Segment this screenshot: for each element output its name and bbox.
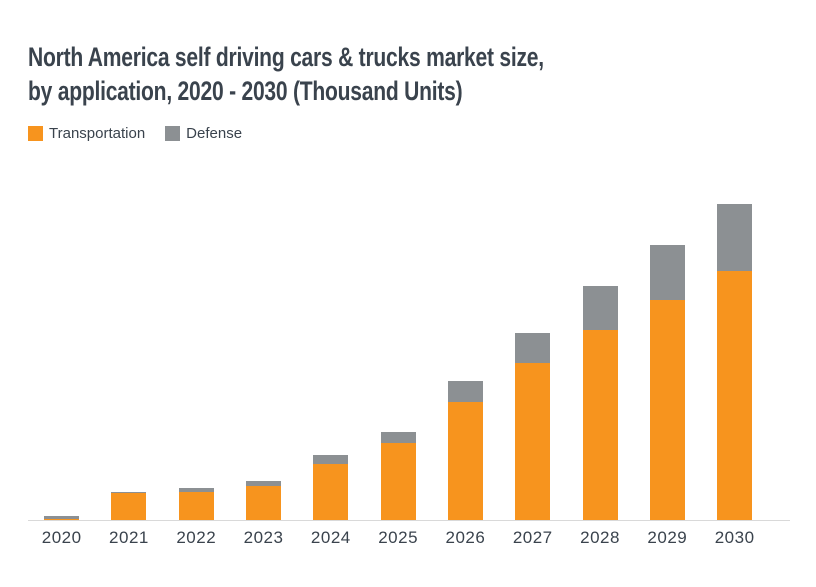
bar-stack-2026 <box>447 381 483 520</box>
bar-stack-2029 <box>649 245 685 520</box>
x-tick-label-2024: 2024 <box>310 528 351 547</box>
bar-segment-transportation-2028 <box>582 330 618 520</box>
bar-segment-defense-2025 <box>380 432 416 443</box>
x-tick-label-2020: 2020 <box>41 528 82 547</box>
bar-segment-transportation-2023 <box>246 486 282 520</box>
bar-stack-2025 <box>380 432 416 520</box>
x-tick-label-2029: 2029 <box>647 528 688 547</box>
bar-segment-transportation-2022 <box>178 492 214 520</box>
x-tick-label-2025: 2025 <box>378 528 419 547</box>
bar-column-2021 <box>95 492 162 520</box>
transportation-swatch-icon <box>28 126 43 141</box>
chart-title: North America self driving cars & trucks… <box>28 40 544 108</box>
bar-stack-2023 <box>246 481 282 520</box>
legend-label-transportation: Transportation <box>49 125 146 142</box>
bar-segment-transportation-2021 <box>111 493 147 520</box>
x-tick-label-2021: 2021 <box>109 528 149 547</box>
bar-column-2029 <box>634 245 701 520</box>
legend-item-defense: Defense <box>165 125 242 142</box>
bar-segment-defense-2030 <box>717 204 753 271</box>
bar-stack-2022 <box>178 488 214 520</box>
bar-column-2028 <box>566 286 633 520</box>
bar-column-2025 <box>364 432 431 520</box>
legend: Transportation Defense <box>28 125 242 142</box>
bar-segment-defense-2021 <box>111 492 147 493</box>
bar-stack-2030 <box>717 204 753 520</box>
x-tick-label-2028: 2028 <box>580 528 620 547</box>
legend-label-defense: Defense <box>186 125 243 142</box>
bar-column-2030 <box>701 204 768 520</box>
bar-segment-defense-2027 <box>515 333 551 363</box>
x-axis-labels: 2020 2021 2022 2023 2024 2025 2026 2027 2028 2029… <box>28 528 790 548</box>
bar-segment-transportation-2030 <box>717 271 753 520</box>
bar-segment-defense-2024 <box>313 455 349 464</box>
legend-item-transportation: Transportation <box>28 125 145 142</box>
x-tick-label-2022: 2022 <box>176 528 217 547</box>
bar-segment-defense-2023 <box>246 481 282 486</box>
x-tick-label-2027: 2027 <box>512 528 553 547</box>
bar-segment-transportation-2024 <box>313 464 349 520</box>
chart-title-line-2: by application, 2020 - 2030 (Thousand Un… <box>28 76 463 106</box>
bar-segment-transportation-2025 <box>380 443 416 520</box>
bar-column-2024 <box>297 455 364 520</box>
bar-segment-transportation-2026 <box>447 402 483 520</box>
bar-segment-transportation-2020 <box>44 519 80 520</box>
bar-stack-2027 <box>515 333 551 520</box>
bar-column-2026 <box>432 381 499 520</box>
bar-segment-defense-2029 <box>649 245 685 300</box>
bar-segment-transportation-2027 <box>515 363 551 520</box>
bar-segment-transportation-2029 <box>649 300 685 520</box>
bar-stack-2020 <box>44 516 80 520</box>
bar-segment-defense-2028 <box>582 286 618 330</box>
x-tick-label-2023: 2023 <box>243 528 284 547</box>
x-tick-label-2030: 2030 <box>714 528 755 547</box>
x-tick-label-2026: 2026 <box>445 528 486 547</box>
bar-stack-2028 <box>582 286 618 520</box>
bar-column-2020 <box>28 516 95 520</box>
bar-segment-defense-2020 <box>44 516 80 519</box>
bar-stack-2021 <box>111 492 147 520</box>
bar-segment-defense-2022 <box>178 488 214 492</box>
bar-segment-defense-2026 <box>447 381 483 402</box>
chart-title-line-1: North America self driving cars & trucks… <box>28 42 544 72</box>
bar-stack-2024 <box>313 455 349 520</box>
plot-area <box>28 180 790 521</box>
defense-swatch-icon <box>165 126 181 141</box>
bar-column-2027 <box>499 333 566 520</box>
bar-column-2023 <box>230 481 297 520</box>
bar-column-2022 <box>163 488 230 520</box>
